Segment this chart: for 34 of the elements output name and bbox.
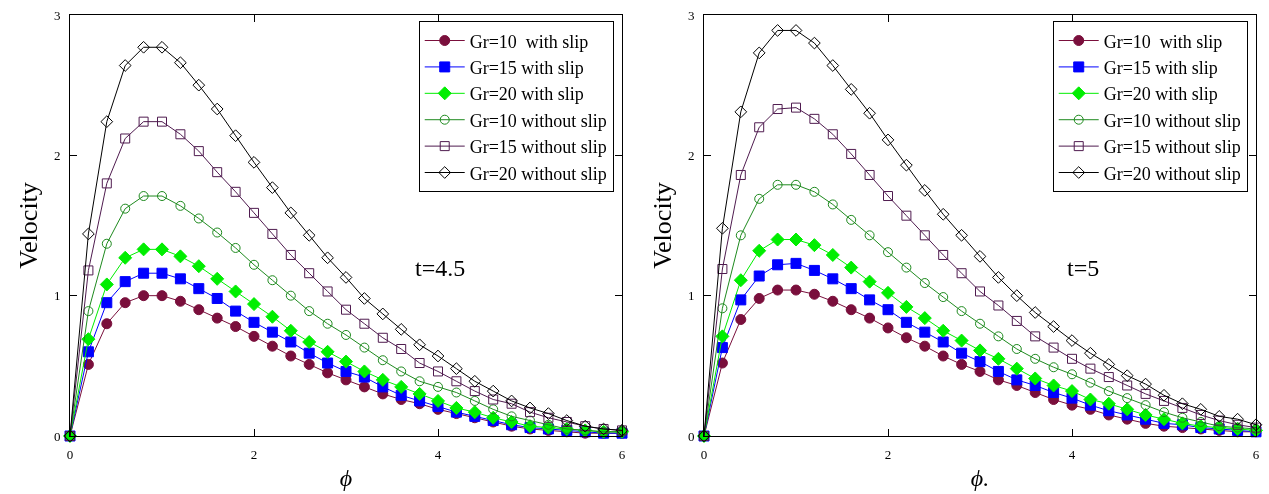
legend-label: Gr=10 without slip	[469, 110, 607, 131]
y-tick-label: 3	[53, 7, 61, 23]
y-tick-label: 3	[687, 7, 695, 23]
x-tick-label: 6	[618, 446, 626, 462]
legend-label: Gr=20 with slip	[1103, 84, 1218, 105]
y-tick-label: 0	[53, 428, 61, 444]
x-tick-label: 2	[884, 446, 892, 462]
y-tick-label: 2	[53, 147, 61, 163]
annotation: t=5	[1067, 255, 1100, 281]
y-tick-label: 0	[687, 428, 695, 444]
legend-label: Gr=10 with slip	[1103, 31, 1223, 52]
x-axis-title: ϕ.	[970, 464, 990, 491]
x-tick-label: 6	[1252, 446, 1260, 462]
legend-label: Gr=20 without slip	[1103, 163, 1241, 184]
annotation: t=4.5	[415, 255, 466, 281]
x-tick-label: 2	[250, 446, 258, 462]
x-tick-label: 4	[1068, 446, 1076, 462]
legend-label: Gr=15 without slip	[469, 137, 607, 158]
legend-label: Gr=15 without slip	[1103, 137, 1241, 158]
x-tick-label: 0	[66, 446, 74, 462]
x-tick-label: 4	[434, 446, 442, 462]
y-axis-title: Velocity	[14, 182, 44, 269]
y-tick-label: 1	[53, 288, 61, 304]
legend-label: Gr=10 with slip	[469, 31, 589, 52]
legend-label: Gr=10 without slip	[1103, 110, 1241, 131]
legend-label: Gr=20 with slip	[469, 84, 584, 105]
y-tick-label: 1	[687, 288, 695, 304]
y-tick-label: 2	[687, 147, 695, 163]
legend-label: Gr=15 with slip	[469, 57, 584, 78]
legend-label: Gr=15 with slip	[1103, 57, 1218, 78]
x-tick-label: 0	[700, 446, 708, 462]
x-axis-title: ϕ	[339, 464, 353, 491]
y-axis-title: Velocity	[648, 182, 678, 269]
legend-label: Gr=20 without slip	[469, 163, 607, 184]
